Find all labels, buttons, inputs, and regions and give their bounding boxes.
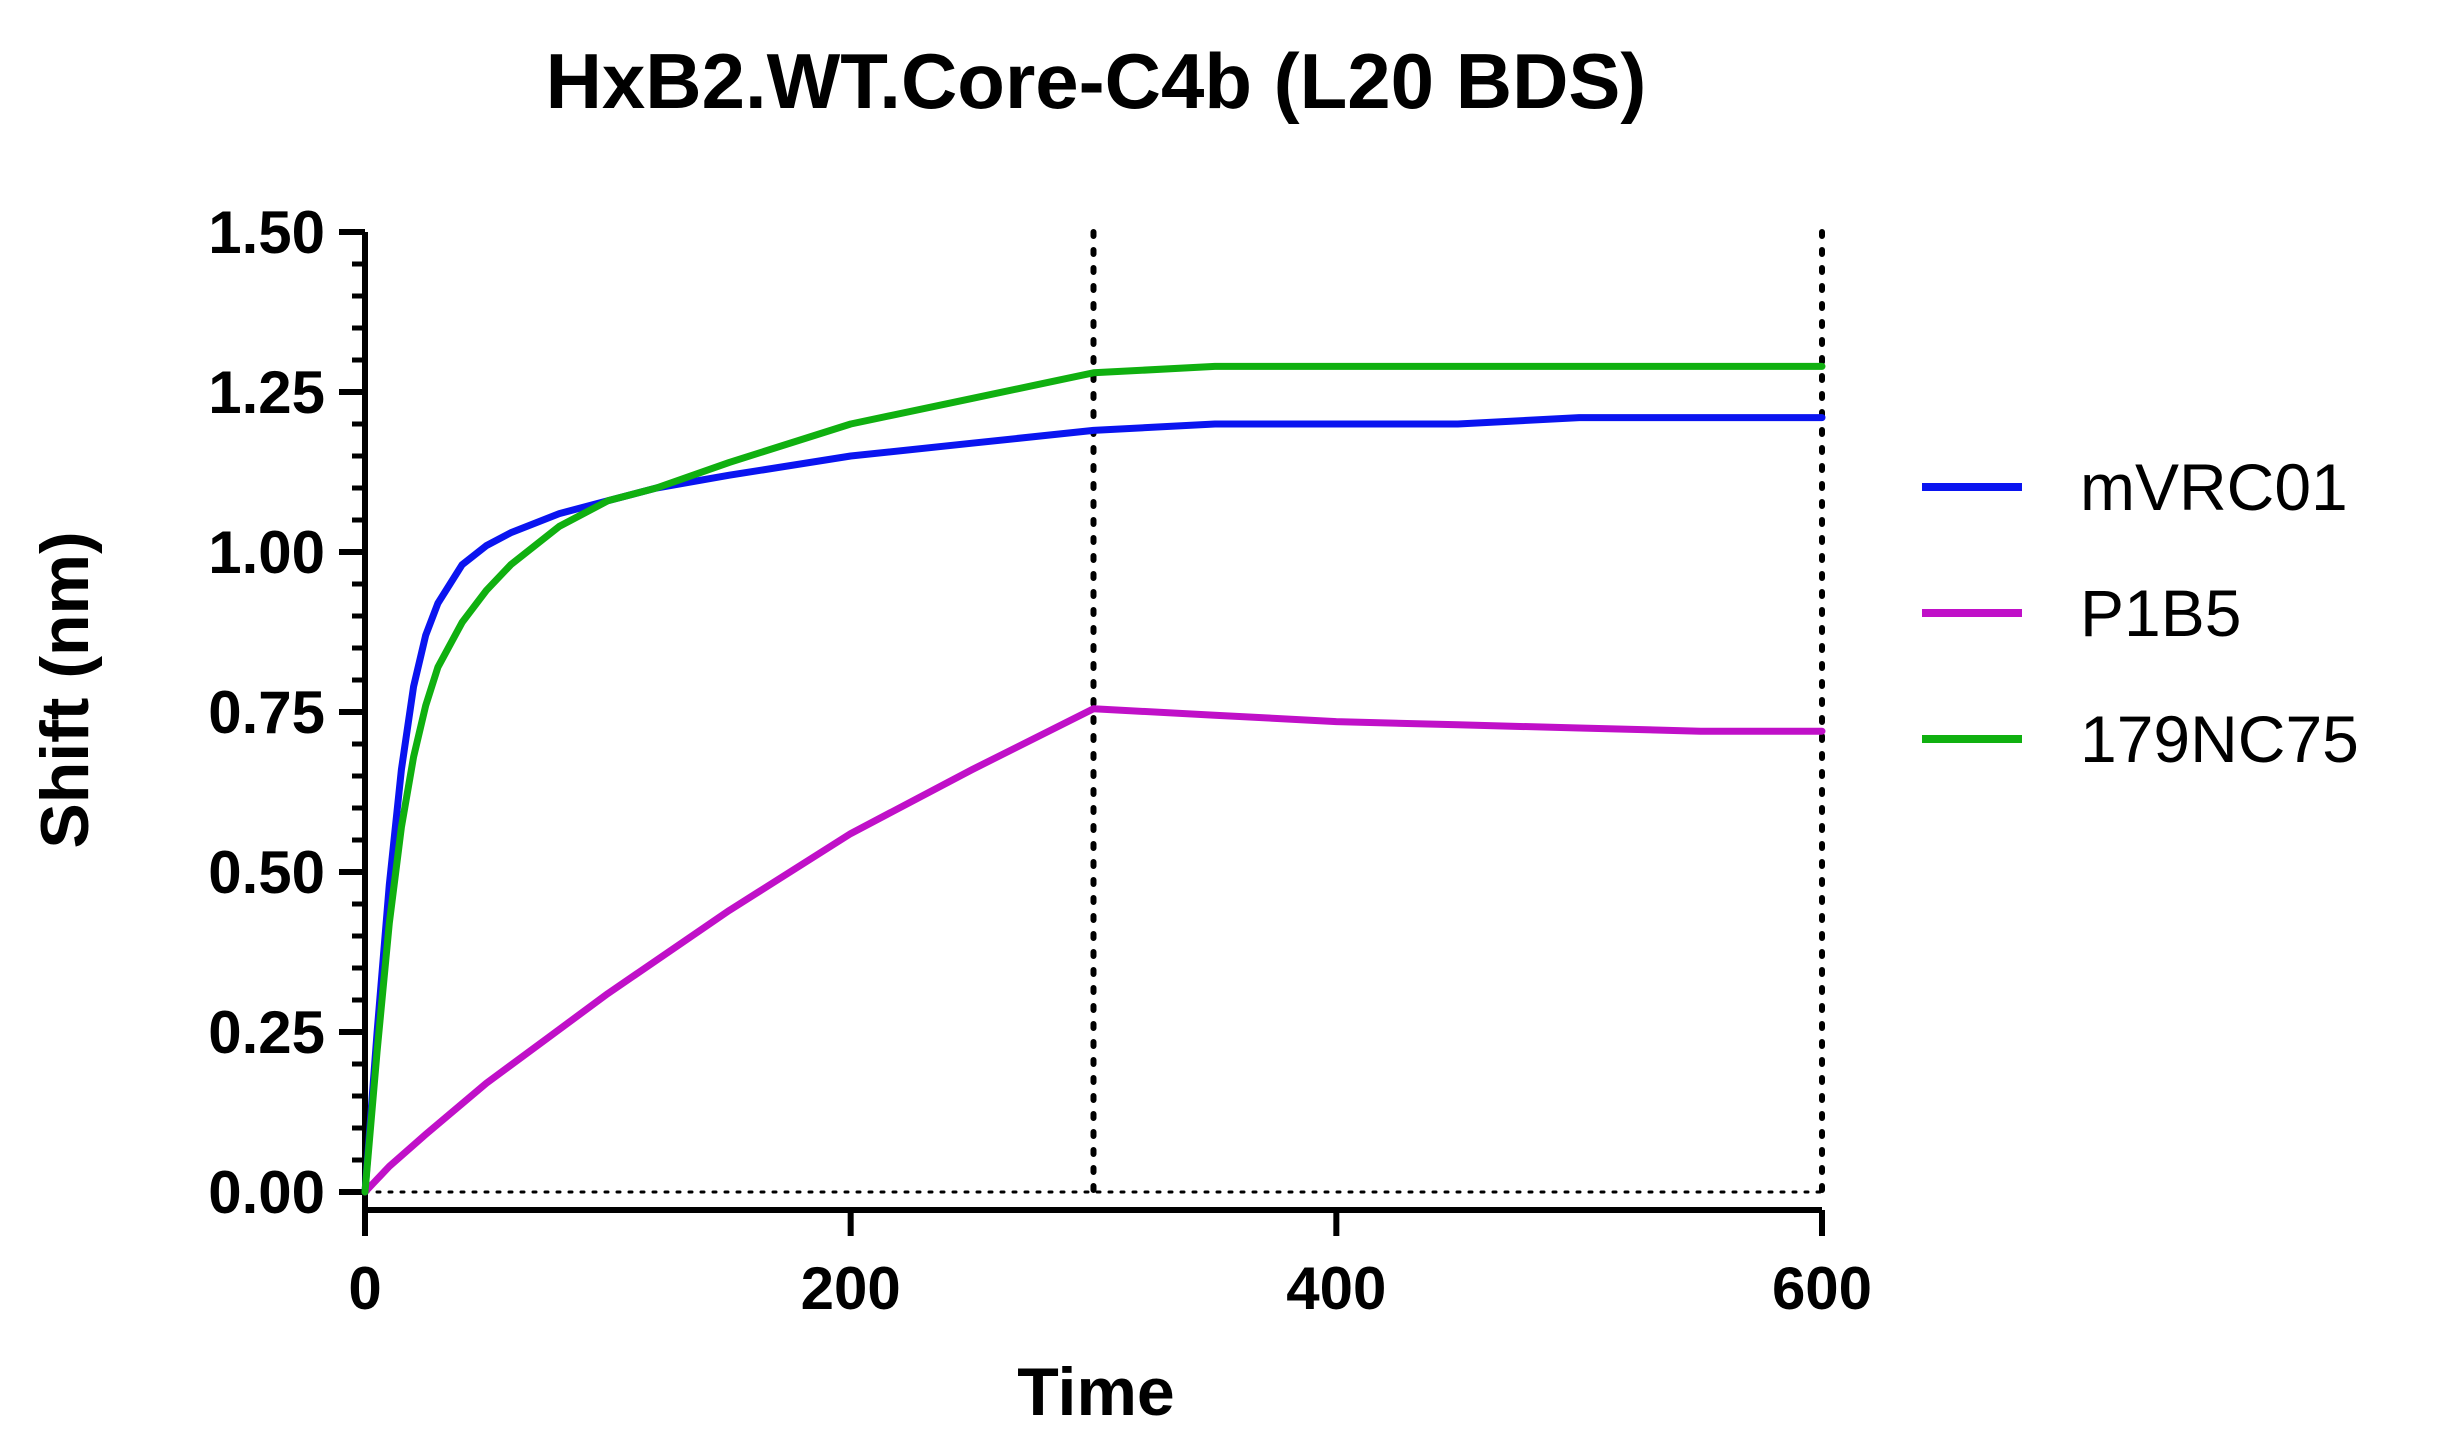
x-tick-label: 600: [1772, 1255, 1872, 1322]
y-tick-label: 0.25: [208, 999, 325, 1066]
chart-title: HxB2.WT.Core-C4b (L20 BDS): [546, 37, 1647, 125]
reference-lines: [363, 229, 1825, 1195]
y-tick-label: 0.75: [208, 679, 325, 746]
x-axis-title: Time: [1017, 1354, 1174, 1430]
x-tick-label: 200: [801, 1255, 901, 1322]
legend-label-P1B5: P1B5: [2080, 576, 2241, 650]
y-axis-title: Shift (nm): [27, 531, 103, 848]
x-tick-label: 0: [348, 1255, 381, 1322]
y-tick-label: 0.50: [208, 839, 325, 906]
legend-label-mVRC01: mVRC01: [2080, 450, 2348, 524]
y-tick-label: 1.50: [208, 199, 325, 266]
series-line-P1B5: [361, 705, 1826, 1196]
ticks: 0.00 0.25 0.50 0.75 1.00 1.25 1.50 0 200 400 600: [208, 199, 1872, 1322]
series-group: [361, 362, 1826, 1196]
y-tick-label: 1.25: [208, 359, 325, 426]
y-tick-label: 1.00: [208, 519, 325, 586]
y-tick-label: 0.00: [208, 1159, 325, 1226]
legend-label-179NC75: 179NC75: [2080, 702, 2359, 776]
series-line-179NC75: [361, 362, 1826, 1196]
x-tick-label: 400: [1286, 1255, 1386, 1322]
legend: mVRC01 P1B5 179NC75: [1922, 450, 2359, 776]
